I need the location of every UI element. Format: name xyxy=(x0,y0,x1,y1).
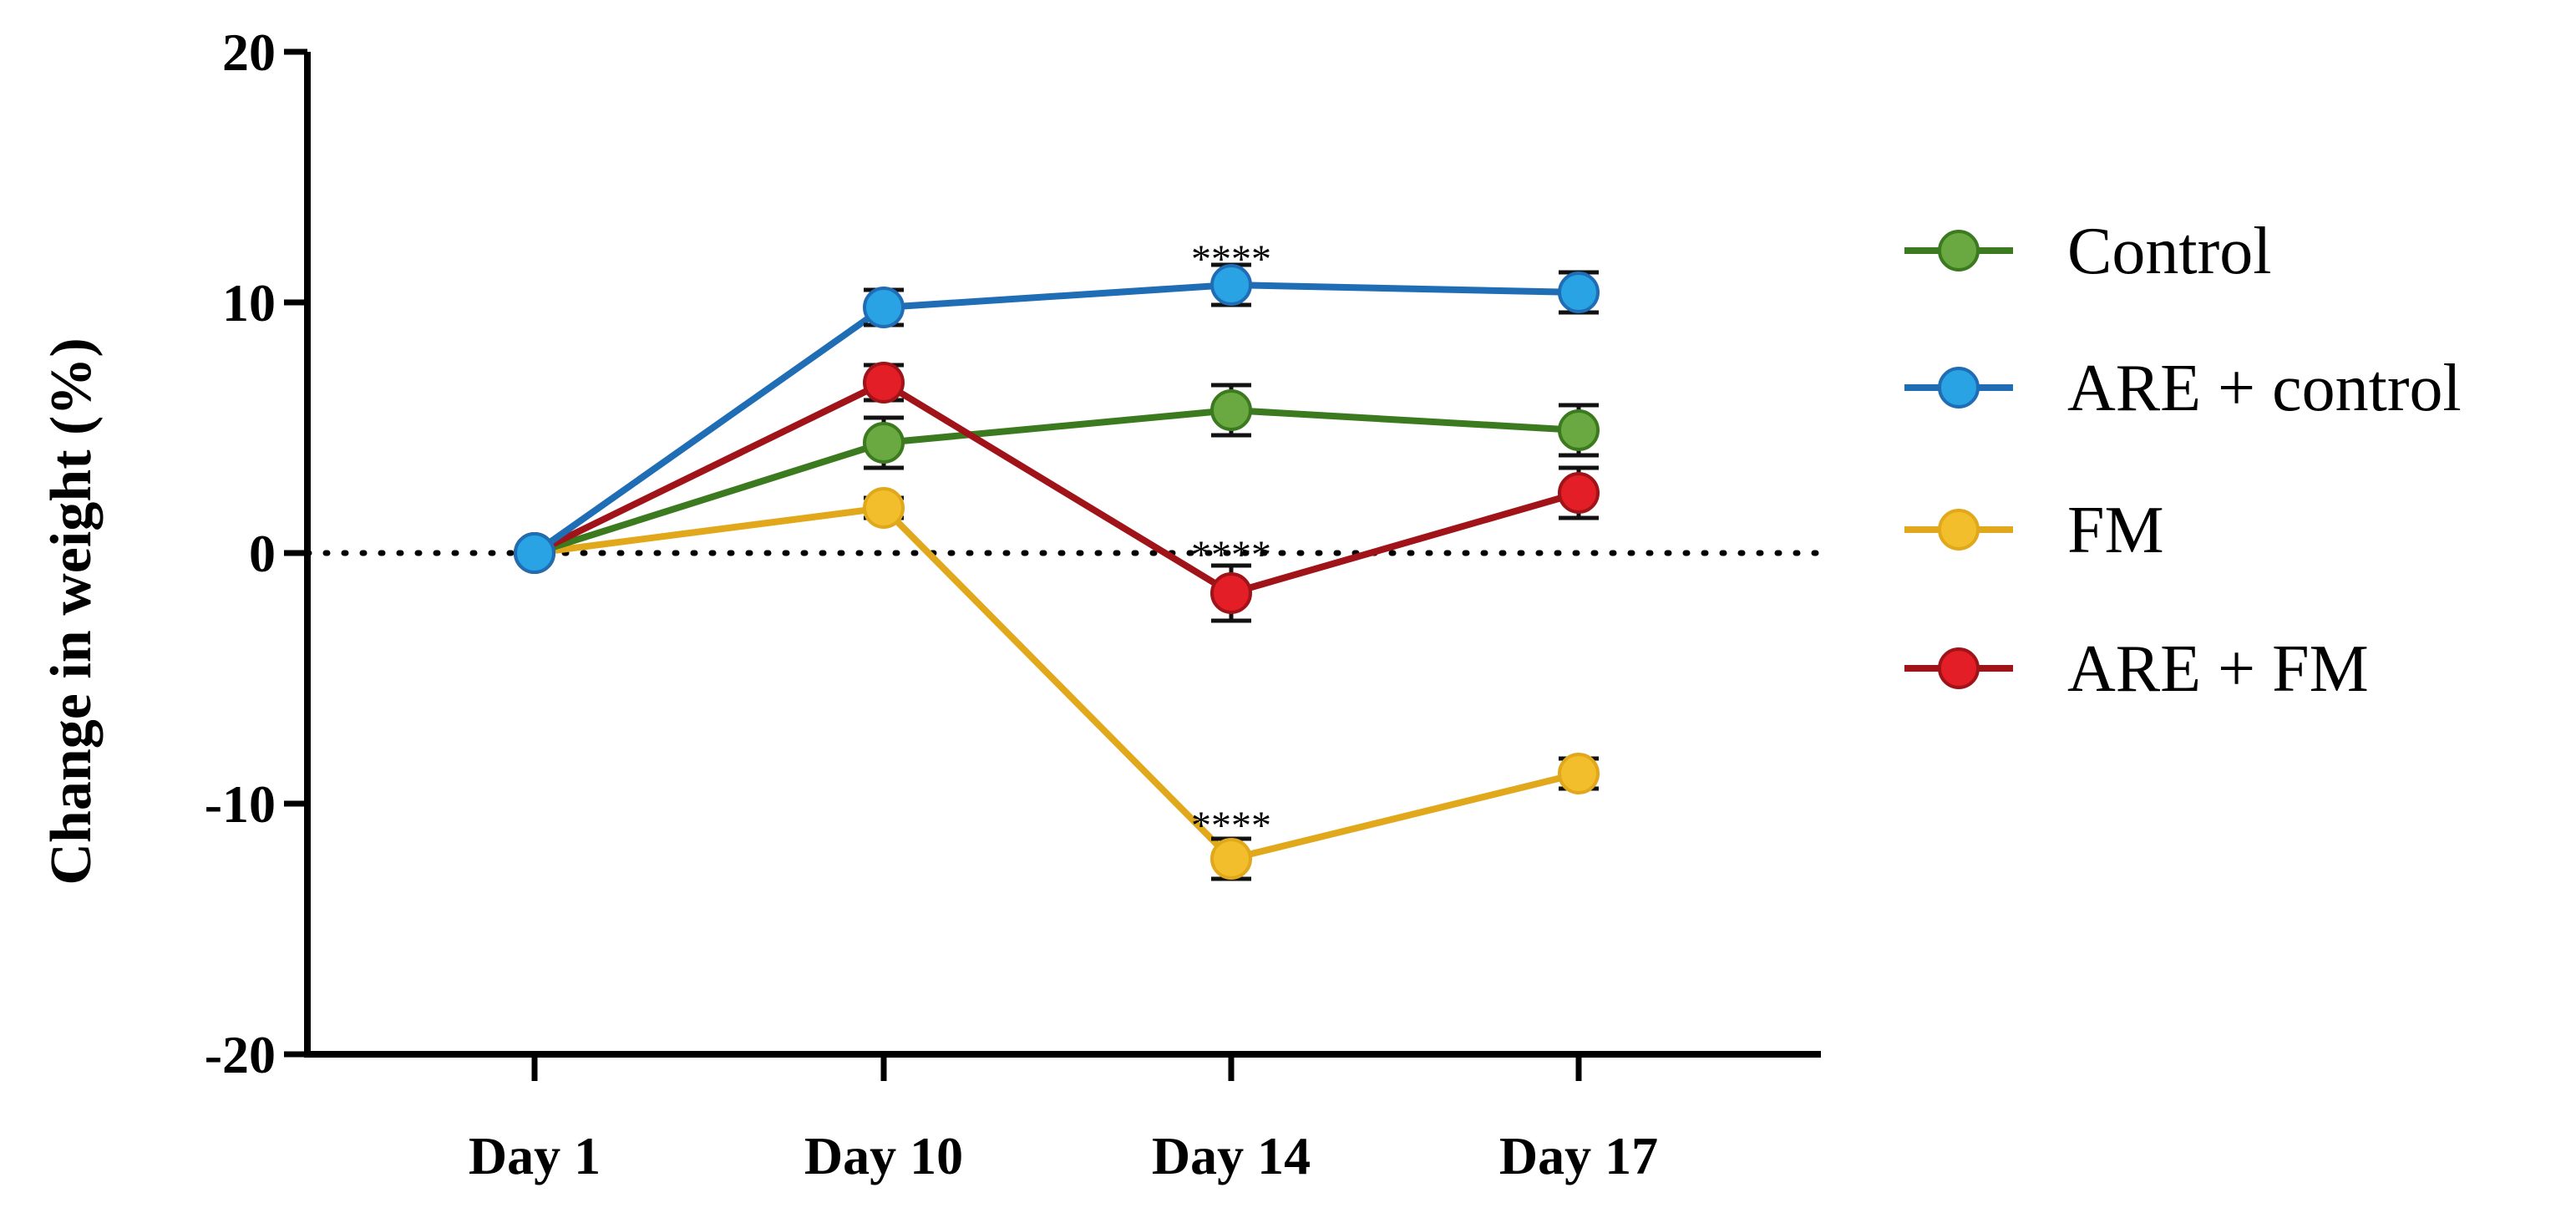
data-point xyxy=(863,422,905,464)
x-tick-label: Day 17 xyxy=(1499,1126,1658,1185)
legend-marker xyxy=(1938,647,1980,689)
data-point xyxy=(1210,572,1252,614)
data-point xyxy=(1558,409,1600,451)
x-tick-label: Day 10 xyxy=(804,1126,963,1185)
data-point xyxy=(1558,472,1600,514)
legend-label: ARE + FM xyxy=(2067,632,2369,706)
series-line xyxy=(534,505,1580,862)
series-line xyxy=(533,379,1580,596)
y-tick-label: 0 xyxy=(249,524,276,583)
series-control xyxy=(514,383,1600,574)
legend-marker xyxy=(1938,230,1980,272)
legend-item: Control xyxy=(1904,215,2271,288)
data-point xyxy=(863,362,905,403)
series-line xyxy=(533,407,1580,556)
legend-label: FM xyxy=(2067,494,2164,567)
legend-marker xyxy=(1938,367,1980,409)
series-are-control xyxy=(514,262,1600,574)
data-point xyxy=(514,532,555,574)
legend-label: ARE + control xyxy=(2067,352,2462,425)
data-point xyxy=(1210,838,1252,880)
legend-label: Control xyxy=(2067,215,2271,288)
y-tick-label: 20 xyxy=(222,23,276,82)
data-point xyxy=(1558,272,1600,313)
y-tick-label: -10 xyxy=(205,774,276,834)
series-fm xyxy=(514,487,1600,881)
legend-item: FM xyxy=(1904,494,2164,567)
data-point xyxy=(1210,264,1252,306)
legend-item: ARE + FM xyxy=(1904,632,2369,706)
significance-marker: **** xyxy=(1191,237,1271,282)
series-are-fm xyxy=(514,362,1600,623)
significance-marker: **** xyxy=(1191,533,1271,577)
data-point xyxy=(863,287,905,328)
y-tick-label: -20 xyxy=(205,1025,276,1084)
data-point xyxy=(1210,389,1252,431)
data-point xyxy=(863,487,905,529)
y-axis-title: Change in weight (%) xyxy=(39,337,104,885)
legend-marker xyxy=(1938,509,1980,551)
legend-item: ARE + control xyxy=(1904,352,2462,425)
x-tick-label: Day 14 xyxy=(1152,1126,1311,1185)
y-tick-label: 10 xyxy=(222,273,276,332)
x-tick-label: Day 1 xyxy=(469,1126,601,1185)
significance-marker: **** xyxy=(1191,804,1271,848)
series-line xyxy=(532,282,1580,556)
data-point xyxy=(1558,753,1600,794)
